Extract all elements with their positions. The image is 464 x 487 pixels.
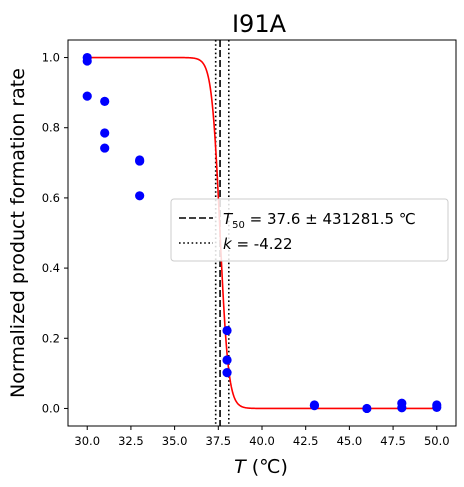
data-point <box>222 325 232 336</box>
data-points <box>82 52 442 414</box>
data-point <box>100 96 110 107</box>
data-point <box>82 56 92 66</box>
data-point <box>135 156 145 166</box>
y-tick-label: 0.0 <box>42 401 60 415</box>
x-tick-label: 42.5 <box>293 434 319 448</box>
x-tick-label: 50.0 <box>424 434 450 448</box>
y-tick-label: 0.4 <box>42 261 60 275</box>
data-point <box>362 403 372 414</box>
x-tick-label: 35.0 <box>162 434 188 448</box>
legend-box <box>170 198 449 262</box>
x-tick-label: 30.0 <box>74 434 100 448</box>
data-point <box>135 191 145 201</box>
legend: T50 = 37.6 ± 431281.5 ℃ k = -4.22 <box>170 198 449 262</box>
legend-entry-k: k = -4.22 <box>223 235 293 253</box>
chart-title: I91A <box>232 10 287 38</box>
fit-curve-layer <box>87 56 437 410</box>
y-tick-label: 0.2 <box>42 331 60 345</box>
data-point <box>222 355 232 365</box>
legend-entry-t50: T50 = 37.6 ± 431281.5 ℃ <box>223 210 416 231</box>
y-axis-label: Normalized product formation rate <box>7 68 29 398</box>
data-point <box>100 143 110 153</box>
x-axis-ticks: 30.0 32.5 35.0 37.5 40.0 42.5 45.0 47.5 50.0 <box>74 426 450 448</box>
data-point <box>309 401 320 411</box>
data-point <box>222 368 232 378</box>
y-axis-ticks: 0.0 0.2 0.4 0.6 0.8 1.0 <box>42 51 68 415</box>
x-tick-label: 40.0 <box>249 434 275 448</box>
data-point <box>100 128 110 138</box>
x-tick-label: 47.5 <box>380 434 406 448</box>
x-axis-label: T (℃) <box>234 456 288 478</box>
y-tick-label: 0.6 <box>42 191 60 205</box>
y-tick-label: 1.0 <box>42 51 60 65</box>
data-point <box>397 403 407 413</box>
x-tick-label: 45.0 <box>337 434 363 448</box>
data-point <box>82 91 92 101</box>
y-tick-label: 0.8 <box>42 121 60 135</box>
data-point <box>432 402 442 413</box>
x-tick-label: 32.5 <box>118 434 144 448</box>
fit-curve <box>87 56 437 410</box>
x-tick-label: 37.5 <box>206 434 232 448</box>
